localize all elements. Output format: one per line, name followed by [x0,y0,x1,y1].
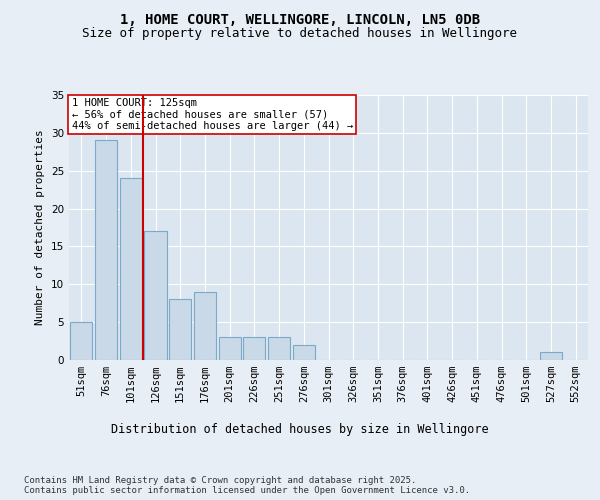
Text: Contains HM Land Registry data © Crown copyright and database right 2025.
Contai: Contains HM Land Registry data © Crown c… [24,476,470,495]
Bar [540,352,562,360]
Text: Distribution of detached houses by size in Wellingore: Distribution of detached houses by size … [111,422,489,436]
Bar [145,232,167,360]
Bar [119,178,142,360]
Bar [70,322,92,360]
Text: 1, HOME COURT, WELLINGORE, LINCOLN, LN5 0DB: 1, HOME COURT, WELLINGORE, LINCOLN, LN5 … [120,12,480,26]
Bar [194,292,216,360]
Bar [268,338,290,360]
Bar [169,300,191,360]
Y-axis label: Number of detached properties: Number of detached properties [35,130,46,326]
Bar [95,140,117,360]
Bar [243,338,265,360]
Text: Size of property relative to detached houses in Wellingore: Size of property relative to detached ho… [83,28,517,40]
Text: 1 HOME COURT: 125sqm
← 56% of detached houses are smaller (57)
44% of semi-detac: 1 HOME COURT: 125sqm ← 56% of detached h… [71,98,353,131]
Bar [218,338,241,360]
Bar [293,345,315,360]
